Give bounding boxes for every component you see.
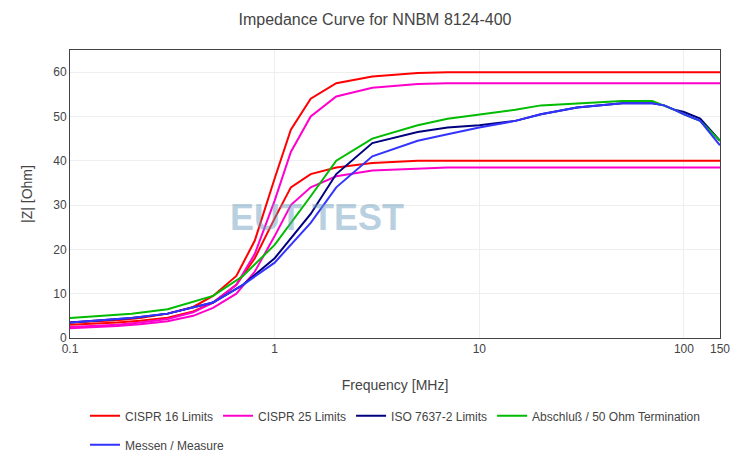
svg-text:Frequency [MHz]: Frequency [MHz] [342,377,449,393]
svg-text:0: 0 [60,331,67,345]
svg-text:|Z| [Ohm]: |Z| [Ohm] [19,165,35,223]
svg-text:10: 10 [53,287,67,301]
svg-text:CISPR 16 Limits: CISPR 16 Limits [125,410,213,424]
svg-text:30: 30 [53,198,67,212]
svg-text:CISPR 25 Limits: CISPR 25 Limits [258,410,346,424]
svg-text:50: 50 [53,110,67,124]
svg-text:100: 100 [674,342,694,356]
svg-text:20: 20 [53,243,67,257]
svg-text:60: 60 [53,65,67,79]
svg-text:10: 10 [473,342,487,356]
svg-text:Impedance Curve for NNBM 8124-: Impedance Curve for NNBM 8124-400 [238,11,511,28]
svg-text:40: 40 [53,154,67,168]
svg-text:0.1: 0.1 [62,342,79,356]
svg-text:150: 150 [710,342,730,356]
svg-text:1: 1 [271,342,278,356]
svg-text:EUT TEST: EUT TEST [230,197,404,238]
svg-text:Messen / Measure: Messen / Measure [125,439,224,453]
svg-text:Abschluß / 50 Ohm Termination: Abschluß / 50 Ohm Termination [532,410,700,424]
svg-text:ISO 7637-2 Limits: ISO 7637-2 Limits [391,410,487,424]
